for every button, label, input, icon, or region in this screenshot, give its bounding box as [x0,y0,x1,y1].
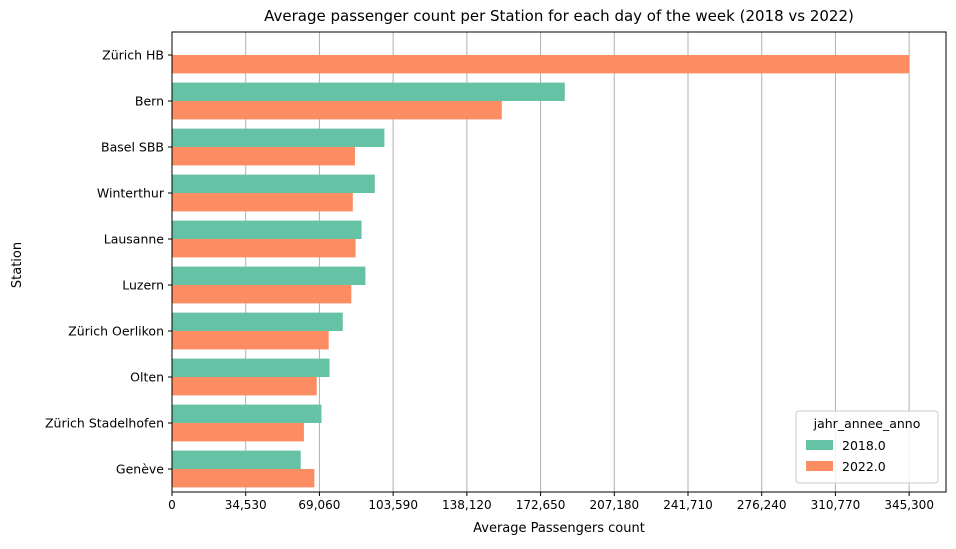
bar [172,450,301,469]
y-tick-label: Zürich Oerlikon [68,324,164,339]
bar [172,423,304,442]
legend-label: 2022.0 [842,459,886,474]
y-tick-label: Zürich Stadelhofen [45,416,164,431]
bar [172,147,355,166]
bar [172,193,353,212]
y-tick-label: Luzern [122,278,164,293]
x-tick-label: 138,120 [442,498,492,512]
y-tick-label: Winterthur [97,186,165,201]
bars [172,55,910,488]
x-tick-label: 0 [168,498,176,512]
y-tick-label: Zürich HB [102,48,164,63]
x-tick-label: 276,240 [737,498,787,512]
legend-label: 2018.0 [842,438,886,453]
bar [172,469,315,488]
x-tick-label: 310,770 [811,498,861,512]
legend: jahr_annee_anno 2018.0 2022.0 [795,410,939,484]
bar [172,404,322,423]
x-tick-label: 103,590 [368,498,418,512]
x-tick-label: 241,710 [663,498,713,512]
x-tick-label: 172,650 [516,498,566,512]
x-tick-label: 34,530 [225,498,267,512]
x-tick-label: 207,180 [589,498,639,512]
bar [172,358,330,377]
bar [172,285,352,304]
y-tick-label: Bern [135,94,164,109]
bar [172,239,356,258]
bar [172,55,910,74]
x-tick-label: 345,300 [884,498,934,512]
chart-title: Average passenger count per Station for … [264,7,854,25]
y-tick-label: Genève [116,462,164,477]
x-tick-label: 69,060 [298,498,340,512]
bar [172,312,343,331]
bar [172,174,375,193]
legend-title: jahr_annee_anno [813,416,921,431]
bar [172,82,565,101]
x-axis-label: Average Passengers count [473,521,645,536]
y-tick-label: Olten [130,370,164,385]
plot-frame [171,31,947,493]
bar [172,220,362,239]
bar [172,377,317,396]
legend-swatch [806,440,833,450]
y-tick-label: Lausanne [104,232,165,247]
bar [172,331,329,350]
axes: 0 34,530 69,060 103,590 138,120 172,650 207,18… [45,31,947,512]
bar [172,266,366,285]
bar [172,101,502,120]
y-axis-label: Station [10,242,25,288]
y-tick-label: Basel SBB [101,140,164,155]
bar [172,128,385,147]
legend-swatch [806,461,833,471]
